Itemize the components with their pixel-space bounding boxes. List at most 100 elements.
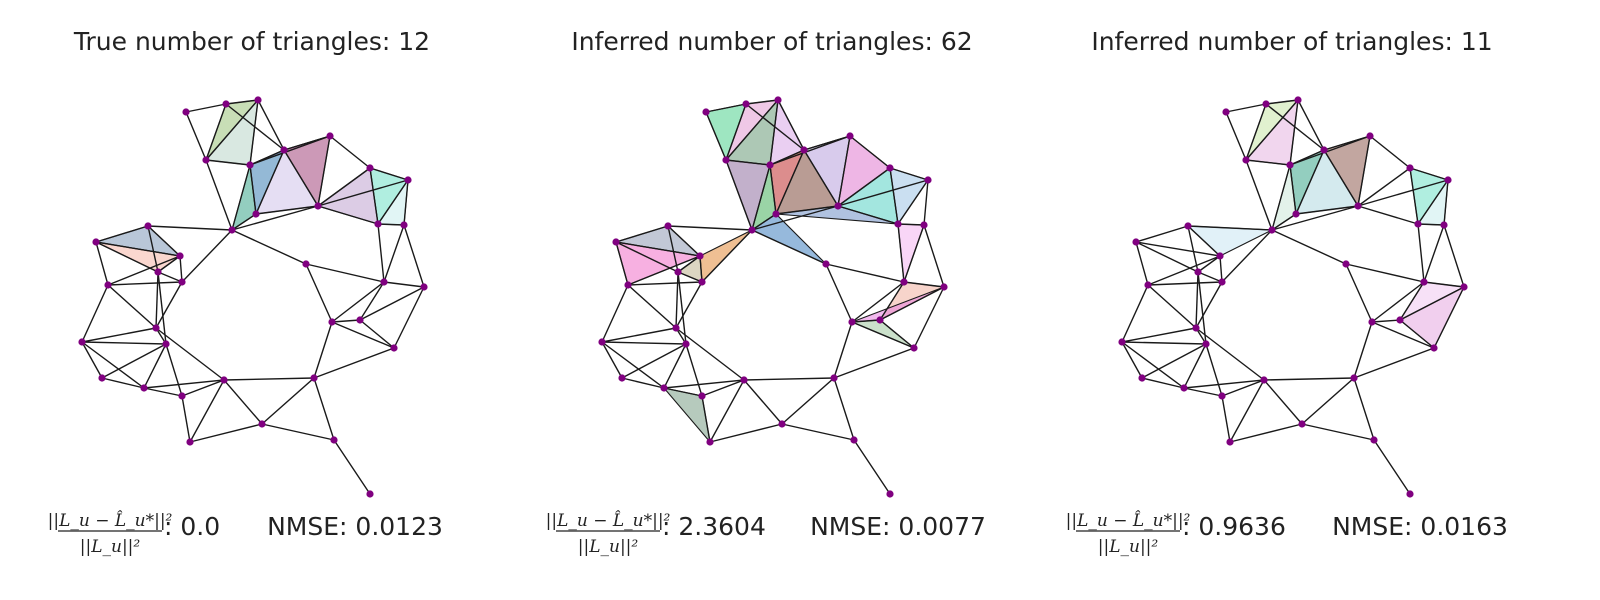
- graph-edge: [1353, 377, 1375, 441]
- graph-edge: [627, 281, 703, 286]
- graph-node: [140, 384, 148, 392]
- graph-edge: [1135, 241, 1199, 273]
- graph-edge: [155, 281, 183, 329]
- graph-edge: [249, 135, 331, 166]
- graph-edge: [1183, 379, 1265, 389]
- graph-node: [1226, 438, 1234, 446]
- graph-node: [940, 283, 948, 291]
- graph-node: [894, 220, 902, 228]
- graph-edge: [1271, 164, 1291, 231]
- ratio-numerator: ||L_u − L̂_u*||²: [1066, 511, 1191, 531]
- graph-node: [1414, 220, 1422, 228]
- graph-node: [660, 384, 668, 392]
- graph-edge: [317, 179, 409, 207]
- graph-edge: [1345, 263, 1373, 323]
- graph-edge: [205, 103, 227, 161]
- graph-edge: [1353, 321, 1373, 379]
- graph-edge: [205, 159, 233, 231]
- graph-edge: [781, 423, 855, 441]
- graph-node: [1184, 222, 1192, 230]
- graph-node: [202, 156, 210, 164]
- graph-edge: [663, 387, 703, 397]
- graph-edge: [751, 213, 777, 231]
- graph-edge: [1371, 321, 1435, 349]
- graph-node: [766, 161, 774, 169]
- graph-edge: [377, 223, 405, 226]
- graph-edge: [403, 224, 425, 288]
- graph-edge: [231, 229, 307, 265]
- graph-edge: [147, 225, 181, 257]
- graph-edge: [1221, 379, 1265, 397]
- graph-node: [328, 318, 336, 326]
- graph-edge: [155, 327, 225, 381]
- graph-edge: [1265, 103, 1325, 151]
- graph-node: [1396, 316, 1404, 324]
- graph-node: [280, 146, 288, 154]
- graph-edge: [627, 255, 701, 286]
- graph-edge: [1289, 164, 1297, 215]
- graph-edge: [1121, 341, 1207, 345]
- panel-inferred-triangles-11: Inferred number of triangles: 11 ||L_u −…: [1066, 27, 1508, 557]
- graph-edge: [377, 223, 385, 283]
- ratio-denominator: ||L_u||²: [1098, 537, 1159, 557]
- graph-node: [822, 260, 830, 268]
- graph-node: [420, 283, 428, 291]
- graph-edge: [615, 225, 669, 243]
- graph-node: [400, 221, 408, 229]
- graph-edge: [143, 343, 167, 389]
- graph-edge: [1147, 281, 1223, 286]
- graph-node: [314, 202, 322, 210]
- graph-edge: [897, 223, 905, 283]
- graph-node: [326, 132, 334, 140]
- graph-edge: [359, 286, 425, 321]
- graph-node: [144, 222, 152, 230]
- graph-edge: [803, 149, 839, 207]
- graph-edge: [331, 321, 395, 349]
- graph-edge: [393, 286, 425, 349]
- graph-node: [1202, 340, 1210, 348]
- graph-node: [254, 96, 262, 104]
- graph-node: [702, 108, 710, 116]
- graph-edge: [165, 343, 183, 397]
- graph-edge: [1301, 423, 1375, 441]
- graph-edge: [1183, 387, 1223, 397]
- graph-edge: [1147, 284, 1197, 329]
- graph-edge: [383, 281, 425, 288]
- graph-node: [1118, 338, 1126, 346]
- graph-edge: [179, 255, 183, 283]
- graph-edge: [685, 343, 703, 397]
- graph-edge: [1399, 319, 1435, 349]
- graph-edge: [1221, 395, 1231, 443]
- graph-edge: [283, 149, 319, 207]
- graph: [598, 96, 948, 498]
- graph-node: [850, 436, 858, 444]
- graph-edge: [1345, 263, 1425, 283]
- graph-edge: [249, 99, 259, 166]
- graph-edge: [833, 377, 855, 441]
- graph-edge: [1121, 341, 1143, 379]
- graph-edge: [1263, 377, 1355, 381]
- graph-node: [178, 278, 186, 286]
- graph-node: [1370, 436, 1378, 444]
- graph-node: [830, 374, 838, 382]
- graph-edge: [1197, 271, 1223, 283]
- graph-node: [886, 164, 894, 172]
- graph-edge: [107, 281, 183, 286]
- graph-edge: [225, 99, 259, 105]
- graph-edge: [701, 229, 753, 283]
- graph-node: [900, 278, 908, 286]
- graph-edge: [627, 284, 677, 329]
- graph-edge: [889, 167, 899, 225]
- graph-edge: [1423, 224, 1445, 283]
- graph-node: [706, 438, 714, 446]
- graph-edge: [709, 379, 745, 443]
- graph-edge: [745, 103, 805, 151]
- graph-edge: [369, 167, 379, 225]
- graph-node: [302, 260, 310, 268]
- graph-edge: [769, 135, 851, 166]
- ratio-numerator: ||L_u − L̂_u*||²: [48, 511, 173, 531]
- graph-edge: [383, 224, 405, 283]
- graph-edge: [1297, 99, 1325, 151]
- graph-node: [1260, 376, 1268, 384]
- graph-edge: [615, 241, 629, 286]
